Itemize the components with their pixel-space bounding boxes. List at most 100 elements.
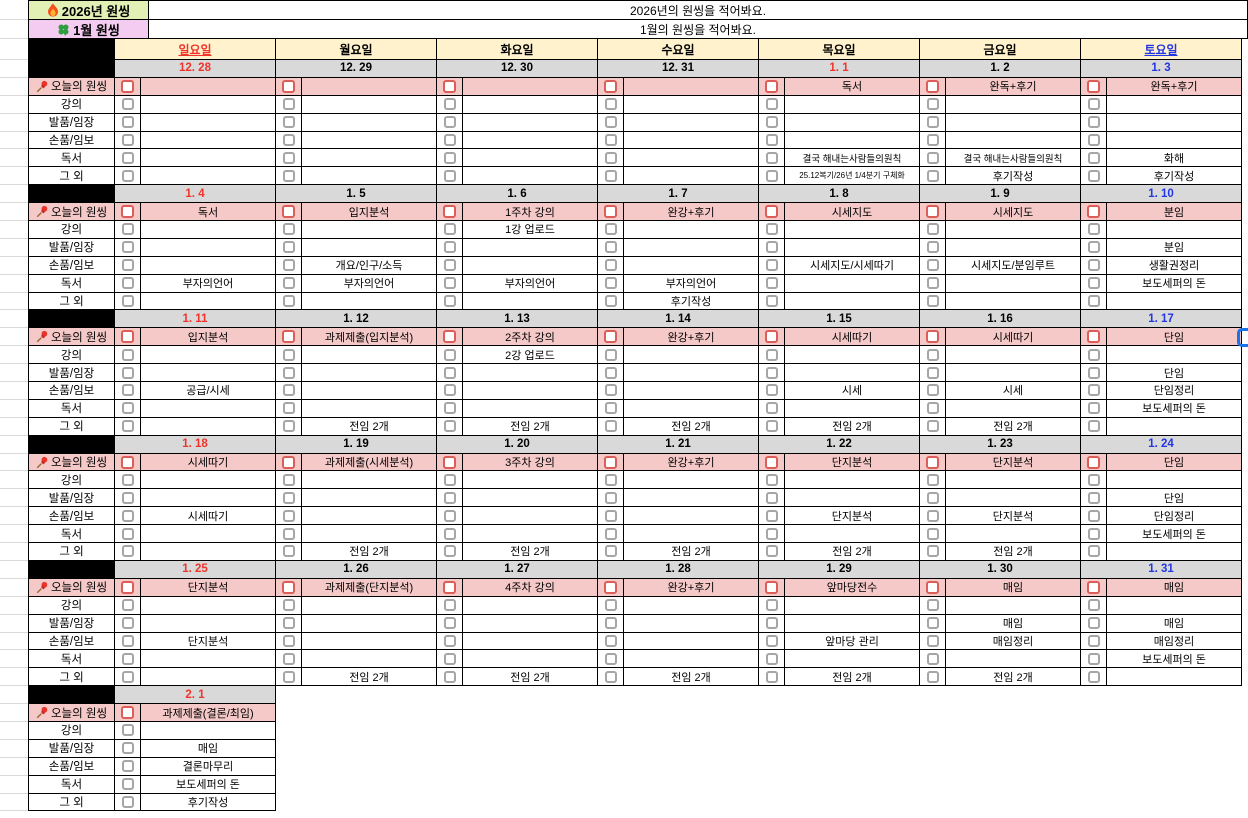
checkbox[interactable] <box>1087 384 1100 397</box>
checkbox[interactable] <box>765 98 778 111</box>
checkbox[interactable] <box>926 599 939 612</box>
task-cell[interactable] <box>141 721 276 740</box>
task-cell[interactable] <box>463 614 598 633</box>
checkbox[interactable] <box>604 617 617 630</box>
checkbox[interactable] <box>443 420 456 433</box>
task-cell[interactable] <box>946 238 1081 257</box>
checkbox[interactable] <box>926 169 939 182</box>
checkbox[interactable] <box>282 491 295 504</box>
task-cell[interactable] <box>302 596 437 615</box>
task-cell[interactable] <box>624 507 759 526</box>
checkbox[interactable] <box>282 116 295 129</box>
task-cell[interactable] <box>624 167 759 186</box>
date-cell[interactable]: 1. 10 <box>1081 185 1242 204</box>
checkbox[interactable] <box>604 98 617 111</box>
day-header-2[interactable]: 화요일 <box>437 39 598 60</box>
date-cell[interactable]: 1. 25 <box>115 560 276 579</box>
checkbox[interactable] <box>282 277 295 290</box>
checkbox[interactable] <box>765 330 778 344</box>
task-cell[interactable] <box>141 543 276 561</box>
checkbox[interactable] <box>121 330 134 344</box>
task-cell[interactable]: 앞마당 관리 <box>785 632 920 651</box>
task-cell[interactable] <box>463 113 598 132</box>
checkbox[interactable] <box>926 348 939 361</box>
row-label-2[interactable]: 발품/임장 <box>28 489 115 508</box>
task-cell[interactable]: 앞마당전수 <box>785 578 920 597</box>
row-label-2[interactable]: 발품/임장 <box>28 614 115 633</box>
task-cell[interactable] <box>302 77 437 96</box>
checkbox[interactable] <box>121 580 134 594</box>
task-cell[interactable] <box>624 77 759 96</box>
checkbox[interactable] <box>1087 98 1100 111</box>
checkbox[interactable] <box>1087 634 1100 647</box>
task-cell[interactable] <box>463 525 598 544</box>
task-cell[interactable]: 25.12복기/26년 1/4분기 구체화 <box>785 167 920 186</box>
checkbox[interactable] <box>443 348 456 361</box>
row-label-0[interactable]: 오늘의 원씽 <box>28 328 115 347</box>
task-cell[interactable]: 결국 해내는사람들의원칙 <box>785 149 920 168</box>
task-cell[interactable] <box>463 507 598 526</box>
task-cell[interactable]: 보도세퍼의 돈 <box>141 775 276 794</box>
task-cell[interactable] <box>624 614 759 633</box>
checkbox[interactable] <box>282 670 295 683</box>
day-header-1[interactable]: 월요일 <box>276 39 437 60</box>
task-cell[interactable] <box>946 525 1081 544</box>
checkbox[interactable] <box>926 455 939 469</box>
checkbox[interactable] <box>121 491 134 504</box>
task-cell[interactable] <box>785 346 920 365</box>
checkbox[interactable] <box>926 295 939 308</box>
checkbox[interactable] <box>1087 599 1100 612</box>
row-label-2[interactable]: 발품/임장 <box>28 113 115 132</box>
checkbox[interactable] <box>926 634 939 647</box>
checkbox[interactable] <box>1087 491 1100 504</box>
checkbox[interactable] <box>443 491 456 504</box>
task-cell[interactable] <box>141 596 276 615</box>
task-cell[interactable] <box>1107 471 1242 490</box>
task-cell[interactable] <box>785 221 920 239</box>
checkbox[interactable] <box>282 98 295 111</box>
checkbox[interactable] <box>1087 223 1100 236</box>
checkbox[interactable] <box>765 527 778 540</box>
task-cell[interactable] <box>302 489 437 508</box>
day-header-5[interactable]: 금요일 <box>920 39 1081 60</box>
checkbox[interactable] <box>1087 420 1100 433</box>
checkbox[interactable] <box>443 151 456 164</box>
checkbox[interactable] <box>443 509 456 522</box>
checkbox[interactable] <box>121 366 134 379</box>
checkbox[interactable] <box>121 79 134 93</box>
task-cell[interactable]: 단지분석 <box>946 453 1081 472</box>
task-cell[interactable] <box>624 471 759 490</box>
checkbox[interactable] <box>926 617 939 630</box>
checkbox[interactable] <box>121 259 134 272</box>
task-cell[interactable]: 단지분석 <box>141 578 276 597</box>
checkbox[interactable] <box>282 617 295 630</box>
checkbox[interactable] <box>926 652 939 665</box>
date-cell[interactable]: 12. 28 <box>115 60 276 78</box>
task-cell[interactable]: 완독+후기 <box>1107 77 1242 96</box>
checkbox[interactable] <box>926 98 939 111</box>
row-label-1[interactable]: 강의 <box>28 596 115 615</box>
checkbox[interactable] <box>765 277 778 290</box>
checkbox[interactable] <box>1087 366 1100 379</box>
task-cell[interactable] <box>463 364 598 383</box>
row-label-5[interactable]: 그 외 <box>28 292 115 311</box>
checkbox[interactable] <box>121 348 134 361</box>
checkbox[interactable] <box>282 652 295 665</box>
task-cell[interactable] <box>302 238 437 257</box>
task-cell[interactable]: 전임 2개 <box>463 543 598 561</box>
checkbox[interactable] <box>1087 670 1100 683</box>
checkbox[interactable] <box>443 652 456 665</box>
checkbox[interactable] <box>604 116 617 129</box>
checkbox[interactable] <box>282 599 295 612</box>
date-cell[interactable]: 1. 3 <box>1081 60 1242 78</box>
date-cell[interactable]: 1. 13 <box>437 310 598 329</box>
checkbox[interactable] <box>604 509 617 522</box>
checkbox[interactable] <box>604 151 617 164</box>
task-cell[interactable]: 입지분석 <box>302 203 437 222</box>
checkbox[interactable] <box>121 670 134 683</box>
task-cell[interactable] <box>302 292 437 311</box>
task-cell[interactable] <box>946 346 1081 365</box>
task-cell[interactable]: 매임 <box>141 739 276 758</box>
date-cell[interactable]: 1. 27 <box>437 560 598 579</box>
checkbox[interactable] <box>1087 348 1100 361</box>
